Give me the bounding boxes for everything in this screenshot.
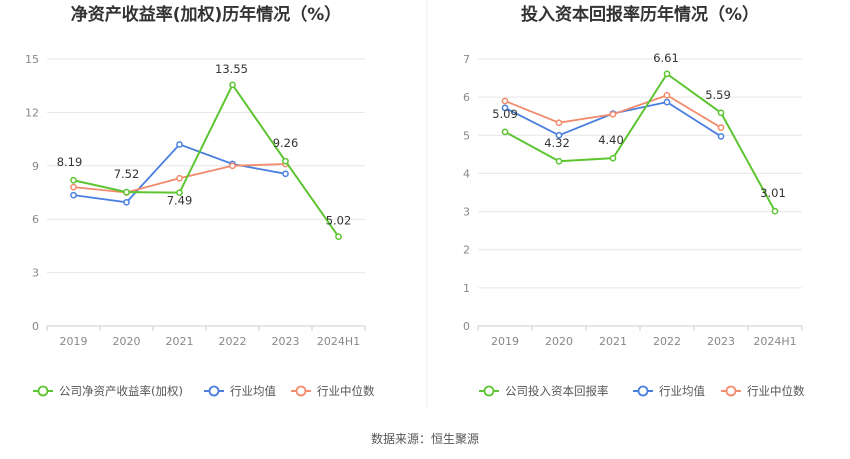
- legend-label: 行业均值: [659, 384, 705, 398]
- data-label: 4.32: [544, 136, 570, 150]
- x-tick-label: 2019: [491, 335, 519, 348]
- data-label: 7.52: [114, 167, 140, 181]
- y-tick-label: 6: [32, 213, 39, 226]
- chart-title: 净资产收益率(加权)历年情况（%）: [71, 4, 342, 25]
- y-tick-label: 0: [463, 320, 470, 333]
- data-label: 5.59: [705, 88, 731, 102]
- chart-title: 投入资本回报率历年情况（%）: [521, 4, 759, 25]
- x-tick-label: 2020: [545, 335, 573, 348]
- legend-marker: [208, 385, 220, 397]
- x-tick-label: 2023: [707, 335, 735, 348]
- legend-label: 公司投入资本回报率: [505, 384, 609, 398]
- y-tick-label: 15: [25, 53, 39, 66]
- data-point: [176, 189, 183, 197]
- y-tick-label: 0: [32, 320, 39, 333]
- data-point: [70, 183, 77, 191]
- data-point: [501, 104, 509, 112]
- data-point: [555, 157, 563, 165]
- data-point: [176, 174, 183, 182]
- series-line: [73, 82, 340, 238]
- data-point: [501, 97, 509, 105]
- x-tick-label: 2022: [653, 335, 681, 348]
- x-tick-label: 2021: [166, 335, 194, 348]
- data-point: [771, 207, 779, 215]
- data-point: [663, 70, 671, 78]
- data-label: 8.19: [57, 155, 83, 169]
- data-point: [335, 233, 342, 240]
- data-label: 4.40: [598, 133, 624, 147]
- data-label: 5.09: [492, 107, 518, 121]
- data-label: 7.49: [167, 194, 193, 208]
- legend-label: 行业中位数: [747, 384, 805, 398]
- data-point: [663, 91, 671, 99]
- legend-label: 行业均值: [230, 384, 276, 398]
- y-tick-label: 7: [463, 53, 470, 66]
- legend-marker: [483, 385, 495, 397]
- data-point: [501, 128, 509, 136]
- data-label: 13.55: [215, 62, 248, 76]
- data-point: [717, 109, 725, 117]
- y-tick-label: 3: [463, 206, 470, 219]
- data-point: [282, 157, 289, 165]
- y-tick-label: 9: [32, 160, 39, 173]
- y-tick-label: 6: [463, 91, 470, 104]
- legend-marker: [637, 385, 649, 397]
- legend-marker: [37, 385, 49, 397]
- data-point: [70, 191, 77, 199]
- data-label: 3.01: [760, 186, 786, 200]
- data-point: [717, 124, 725, 132]
- data-point: [663, 98, 671, 106]
- y-tick-label: 4: [463, 167, 470, 180]
- series-line: [504, 72, 776, 212]
- x-tick-label: 2022: [219, 335, 247, 348]
- x-tick-label: 2021: [599, 335, 627, 348]
- x-tick-label: 2023: [272, 335, 300, 348]
- y-tick-label: 3: [32, 267, 39, 280]
- y-tick-label: 2: [463, 244, 470, 257]
- y-tick-label: 1: [463, 282, 470, 295]
- x-tick-label: 2020: [113, 335, 141, 348]
- data-point: [609, 154, 617, 162]
- y-tick-label: 12: [25, 106, 39, 119]
- chart-1: 净资产收益率(加权)历年情况（%） 0 3 6 9 12 15 2019 2020 2021 202…: [25, 4, 375, 398]
- x-tick-label: 2019: [60, 335, 88, 348]
- legend-marker: [725, 385, 737, 397]
- data-point: [123, 198, 130, 206]
- x-tick-label: 2024H1: [753, 335, 796, 348]
- data-point: [70, 176, 77, 184]
- data-label: 5.02: [326, 214, 352, 228]
- chart-2: 投入资本回报率历年情况（%） 0 1 2 3 4 5 6 7 2019 2020 2021 2022 20…: [463, 4, 805, 398]
- data-point: [176, 141, 183, 148]
- data-point: [555, 131, 563, 139]
- legend-label: 行业中位数: [317, 384, 375, 398]
- data-point: [229, 81, 236, 89]
- legend-label: 公司净资产收益率(加权): [59, 384, 183, 398]
- data-point: [609, 110, 617, 118]
- legend-marker: [295, 385, 307, 397]
- data-point: [555, 119, 563, 127]
- data-point: [229, 162, 236, 170]
- data-source-note: 数据来源：恒生聚源: [370, 432, 479, 446]
- data-point: [717, 133, 725, 140]
- y-tick-label: 5: [463, 129, 470, 142]
- data-point: [123, 188, 130, 196]
- data-label: 9.26: [273, 136, 299, 150]
- data-point: [282, 170, 289, 178]
- x-tick-label: 2024H1: [317, 335, 360, 348]
- data-label: 6.61: [653, 51, 679, 65]
